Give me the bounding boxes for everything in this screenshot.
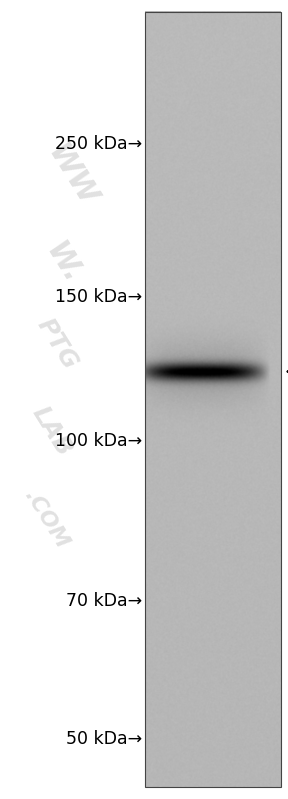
Text: 250 kDa→: 250 kDa→ (55, 135, 143, 153)
Text: WW: WW (42, 140, 102, 212)
Text: 150 kDa→: 150 kDa→ (55, 288, 143, 306)
Text: 70 kDa→: 70 kDa→ (67, 592, 143, 610)
Text: PTG: PTG (33, 313, 83, 374)
Text: .COM: .COM (20, 486, 72, 553)
Text: 100 kDa→: 100 kDa→ (55, 432, 143, 450)
Text: LAB: LAB (27, 402, 76, 461)
Bar (145, 12, 281, 787)
Text: W.: W. (40, 238, 87, 289)
Text: 50 kDa→: 50 kDa→ (67, 730, 143, 748)
